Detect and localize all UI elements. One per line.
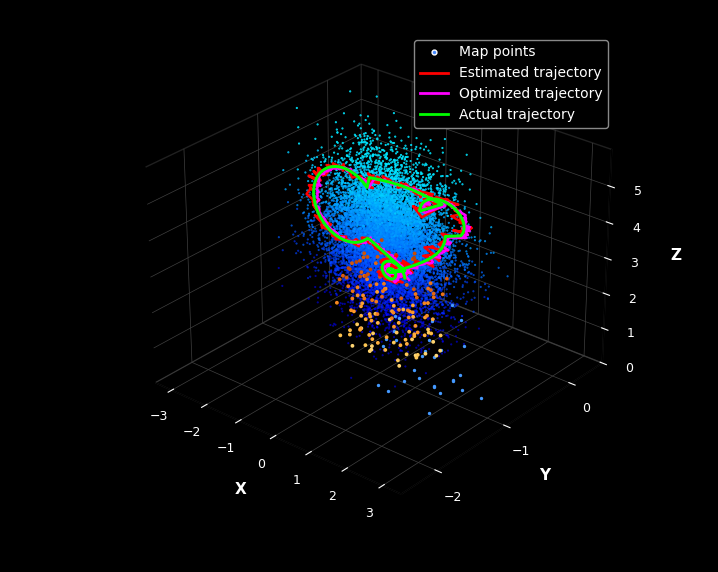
Legend: Map points, Estimated trajectory, Optimized trajectory, Actual trajectory: Map points, Estimated trajectory, Optimi… bbox=[414, 40, 608, 128]
X-axis label: X: X bbox=[235, 482, 246, 497]
Y-axis label: Y: Y bbox=[539, 468, 551, 483]
